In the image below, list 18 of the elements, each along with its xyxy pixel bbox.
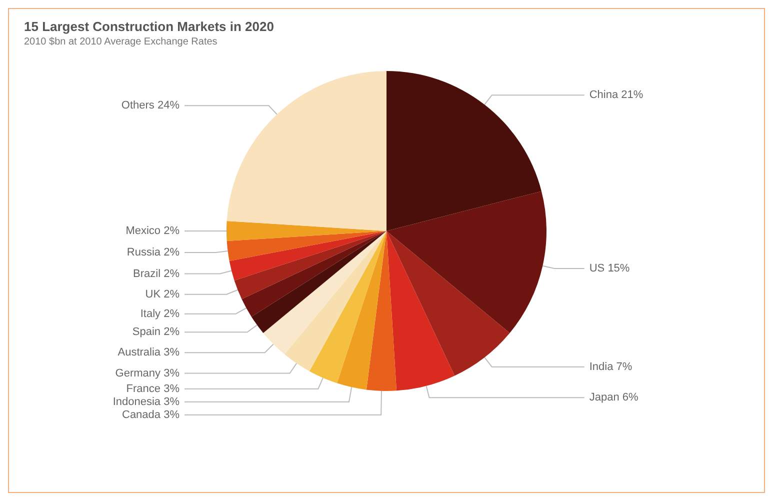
slice-label: Others 24% [121, 100, 180, 112]
slice-label: India 7% [589, 360, 632, 373]
slice-label: Brazil 2% [133, 268, 180, 280]
slice-label: Italy 2% [140, 308, 180, 320]
slice-label: US 15% [589, 262, 630, 275]
slice-label: France 3% [126, 382, 180, 395]
slice-label: Australia 3% [118, 346, 180, 359]
slice-label: Germany 3% [115, 367, 180, 380]
slice-label: Japan 6% [589, 392, 638, 404]
chart-subtitle: 2010 $bn at 2010 Average Exchange Rates [24, 36, 218, 48]
slice-label: Canada 3% [122, 408, 180, 421]
slice-label: Russia 2% [126, 246, 180, 259]
chart-title: 15 Largest Construction Markets in 2020 [24, 19, 274, 34]
slice-label: China 21% [589, 89, 644, 102]
slice-label: UK 2% [145, 288, 180, 300]
slice-label: Spain 2% [132, 326, 180, 338]
slice-label: Mexico 2% [126, 225, 180, 237]
slice-label: Indonesia 3% [112, 396, 180, 408]
